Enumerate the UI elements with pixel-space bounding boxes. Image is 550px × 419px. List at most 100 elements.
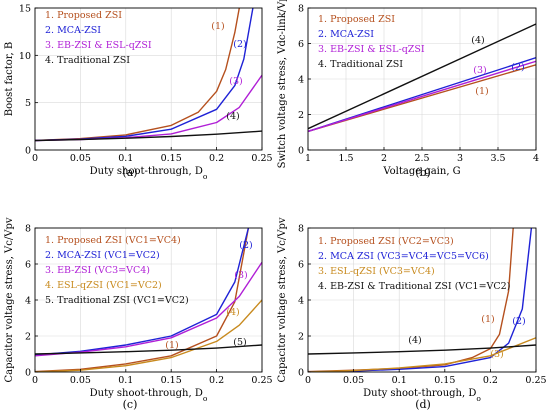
panel-c-xtick-label: 0.1 [118, 375, 133, 386]
panel-c-ytick-label: 8 [25, 224, 31, 235]
panel-c-legend: 1. Proposed ZSI (VC1=VC4) 2. MCA-ZSI (VC1… [45, 235, 189, 306]
panel-b-ytick-label: 8 [298, 4, 304, 15]
panel-c-xlabel-main: Duty shoot-through, D [90, 388, 203, 399]
panel-c-ylabel: Capacitor voltage stress, Vc/Vpv [4, 217, 15, 382]
panel-d-annotation-3: (3) [490, 349, 503, 360]
panel-b-legend-entry-4: 4. Traditional ZSI [318, 59, 403, 70]
panel-a: 0 0.05 0.1 0.15 0.2 0.25 0 5 10 15 Duty shoot-thro… [4, 4, 273, 181]
panel-a-xtick-label: 0.1 [118, 153, 133, 164]
panel-c-xtick-label: 0.25 [251, 375, 272, 386]
panel-b-legend-entry-1: 1. Proposed ZSI [318, 14, 395, 25]
panel-c-legend-entry-4: 4. ESL-qZSI (VC1=VC2) [45, 280, 162, 291]
panel-c-legend-entry-2: 2. MCA-ZSI (VC1=VC2) [45, 250, 160, 261]
panel-d-legend: 1. Proposed ZSI (VC2=VC3) 2. MCA ZSI (VC3… [318, 236, 510, 292]
panel-c-ytick-label: 6 [25, 260, 31, 271]
panel-b-xtick-label: 2 [381, 153, 387, 164]
panel-a-xlabel-main: Duty shoot-through, D [90, 166, 203, 177]
panel-d-ytick-label: 2 [298, 332, 304, 343]
panel-c-label: (c) [123, 398, 138, 411]
panel-a-xtick-label: 0.25 [251, 153, 272, 164]
panel-d-series [308, 228, 536, 372]
panel-b-xtick-label: 3.5 [490, 153, 505, 164]
panel-a-annotation-3: (3) [229, 76, 242, 87]
panel-d-xlabel-subscript: o [476, 394, 481, 403]
panel-b-annotation-4: (4) [471, 35, 484, 46]
panel-d-ylabel: Capacitor voltage stress, Vc/Vpv [277, 217, 288, 382]
panel-b-xtick-label: 2.5 [414, 153, 429, 164]
panel-d-legend-entry-1: 1. Proposed ZSI (VC2=VC3) [318, 236, 454, 247]
panel-a-legend-entry-4: 4. Traditional ZSI [45, 55, 130, 66]
panel-a-xtick-label: 0.2 [209, 153, 224, 164]
panel-d-ytick-label: 4 [298, 296, 304, 307]
panel-c-annotation-2: (2) [239, 240, 252, 251]
panel-b-legend-entry-2: 2. MCA-ZSI [318, 29, 374, 40]
panel-d-series-line-3 [308, 337, 536, 372]
panel-b-xtick-label: 4 [533, 153, 539, 164]
panel-b-annotation-2: (2) [511, 62, 524, 73]
panel-d-label: (d) [415, 398, 431, 411]
panel-b-annotation-3: (3) [473, 65, 486, 76]
panel-c-annotation-3: (3) [234, 270, 247, 281]
panel-a-series [35, 8, 262, 142]
panel-a-ytick-label: 0 [25, 146, 31, 157]
panel-b-legend: 1. Proposed ZSI 2. MCA-ZSI 3. EB-ZSI & ESL… [318, 14, 425, 70]
panel-b: 1 1.5 2 2.5 3 3.5 4 0 2 4 6 8 Voltage gain, G Switch … [277, 0, 539, 179]
panel-b-xtick-label: 1 [305, 153, 311, 164]
panel-a-ylabel: Boost factor, B [4, 42, 15, 116]
panel-c-xtick-label: 0.05 [70, 375, 91, 386]
panel-b-ytick-label: 4 [298, 75, 304, 86]
panel-a-xtick-label: 0.15 [161, 153, 182, 164]
panel-d-ytick-label: 0 [298, 368, 304, 379]
panel-a-annotation-4: (4) [226, 111, 239, 122]
panel-a-xlabel: Duty shoot-through, Do [90, 166, 208, 181]
panel-c-xlabel: Duty shoot-through, Do [90, 388, 208, 403]
panel-d-xtick-label: 0.15 [434, 375, 455, 386]
panel-c-legend-entry-1: 1. Proposed ZSI (VC1=VC4) [45, 235, 181, 246]
panel-a-ytick-label: 10 [19, 51, 31, 62]
panel-d: 0 0.05 0.1 0.15 0.2 0.25 0 2 4 6 8 Duty shoot-throu… [277, 217, 547, 411]
panel-d-ytick-label: 6 [298, 260, 304, 271]
panel-c-legend-entry-3: 3. EB-ZSI (VC3=VC4) [45, 265, 150, 276]
panel-a-annotation-1: (1) [211, 21, 224, 32]
panel-c-legend-entry-5: 5. Traditional ZSI (VC1=VC2) [45, 295, 189, 306]
panel-b-ytick-label: 6 [298, 39, 304, 50]
panel-a-xtick-label: 0 [32, 153, 38, 164]
panel-c-xtick-label: 0.2 [209, 375, 224, 386]
panel-d-xlabel: Duty shoot-through, Do [363, 388, 481, 403]
panel-c-xlabel-subscript: o [203, 394, 208, 403]
panel-d-series-line-4 [308, 344, 536, 355]
panel-d-legend-entry-4: 4. EB-ZSI & Traditional ZSI (VC1=VC2) [318, 281, 510, 292]
panel-a-label: (a) [122, 166, 137, 179]
panel-d-annotation-1: (1) [481, 314, 494, 325]
panel-c-xtick-label: 0.15 [161, 375, 182, 386]
panel-a-axes-frame [34, 7, 263, 151]
panel-b-label: (b) [415, 166, 431, 179]
panel-a-xlabel-subscript: o [203, 172, 208, 181]
panel-b-annotation-1: (1) [475, 86, 488, 97]
panel-c-annotation-5: (5) [233, 337, 246, 348]
panel-a-legend: 1. Proposed ZSI 2. MCA-ZSI 3. EB-ZSI & ESL… [45, 10, 152, 66]
panel-d-xtick-label: 0.25 [525, 375, 546, 386]
panel-d-legend-entry-3: 3. ESL-qZSI (VC3=VC4) [318, 266, 435, 277]
panel-c-ytick-label: 4 [25, 296, 31, 307]
panel-c-ytick-label: 0 [25, 368, 31, 379]
panel-b-xtick-label: 1.5 [338, 153, 353, 164]
panel-c-series-line-2 [35, 228, 250, 356]
panel-c-annotation-1: (1) [165, 340, 178, 351]
panel-c-series-line-5 [35, 344, 262, 355]
panel-b-series-line-3 [308, 60, 536, 133]
panel-a-series-line-1 [35, 8, 240, 142]
panel-b-ylabel: Switch voltage stress, Vdc-link/Vpv [277, 0, 288, 168]
panel-c-ytick-label: 2 [25, 332, 31, 343]
panel-b-xtick-label: 3 [457, 153, 463, 164]
panel-b-legend-entry-3: 3. EB-ZSI & ESL-qZSI [318, 44, 425, 55]
panel-d-xlabel-main: Duty shoot-through, D [363, 388, 476, 399]
panel-b-xlabel: Voltage gain, G [382, 166, 460, 177]
panel-d-ytick-label: 8 [298, 224, 304, 235]
panel-b-ytick-label: 2 [298, 110, 304, 121]
panel-d-annotation-4: (4) [408, 335, 421, 346]
panel-c-annotation-4: (4) [226, 307, 239, 318]
panel-d-xtick-label: 0.1 [392, 375, 407, 386]
panel-d-xtick-label: 0 [305, 375, 311, 386]
